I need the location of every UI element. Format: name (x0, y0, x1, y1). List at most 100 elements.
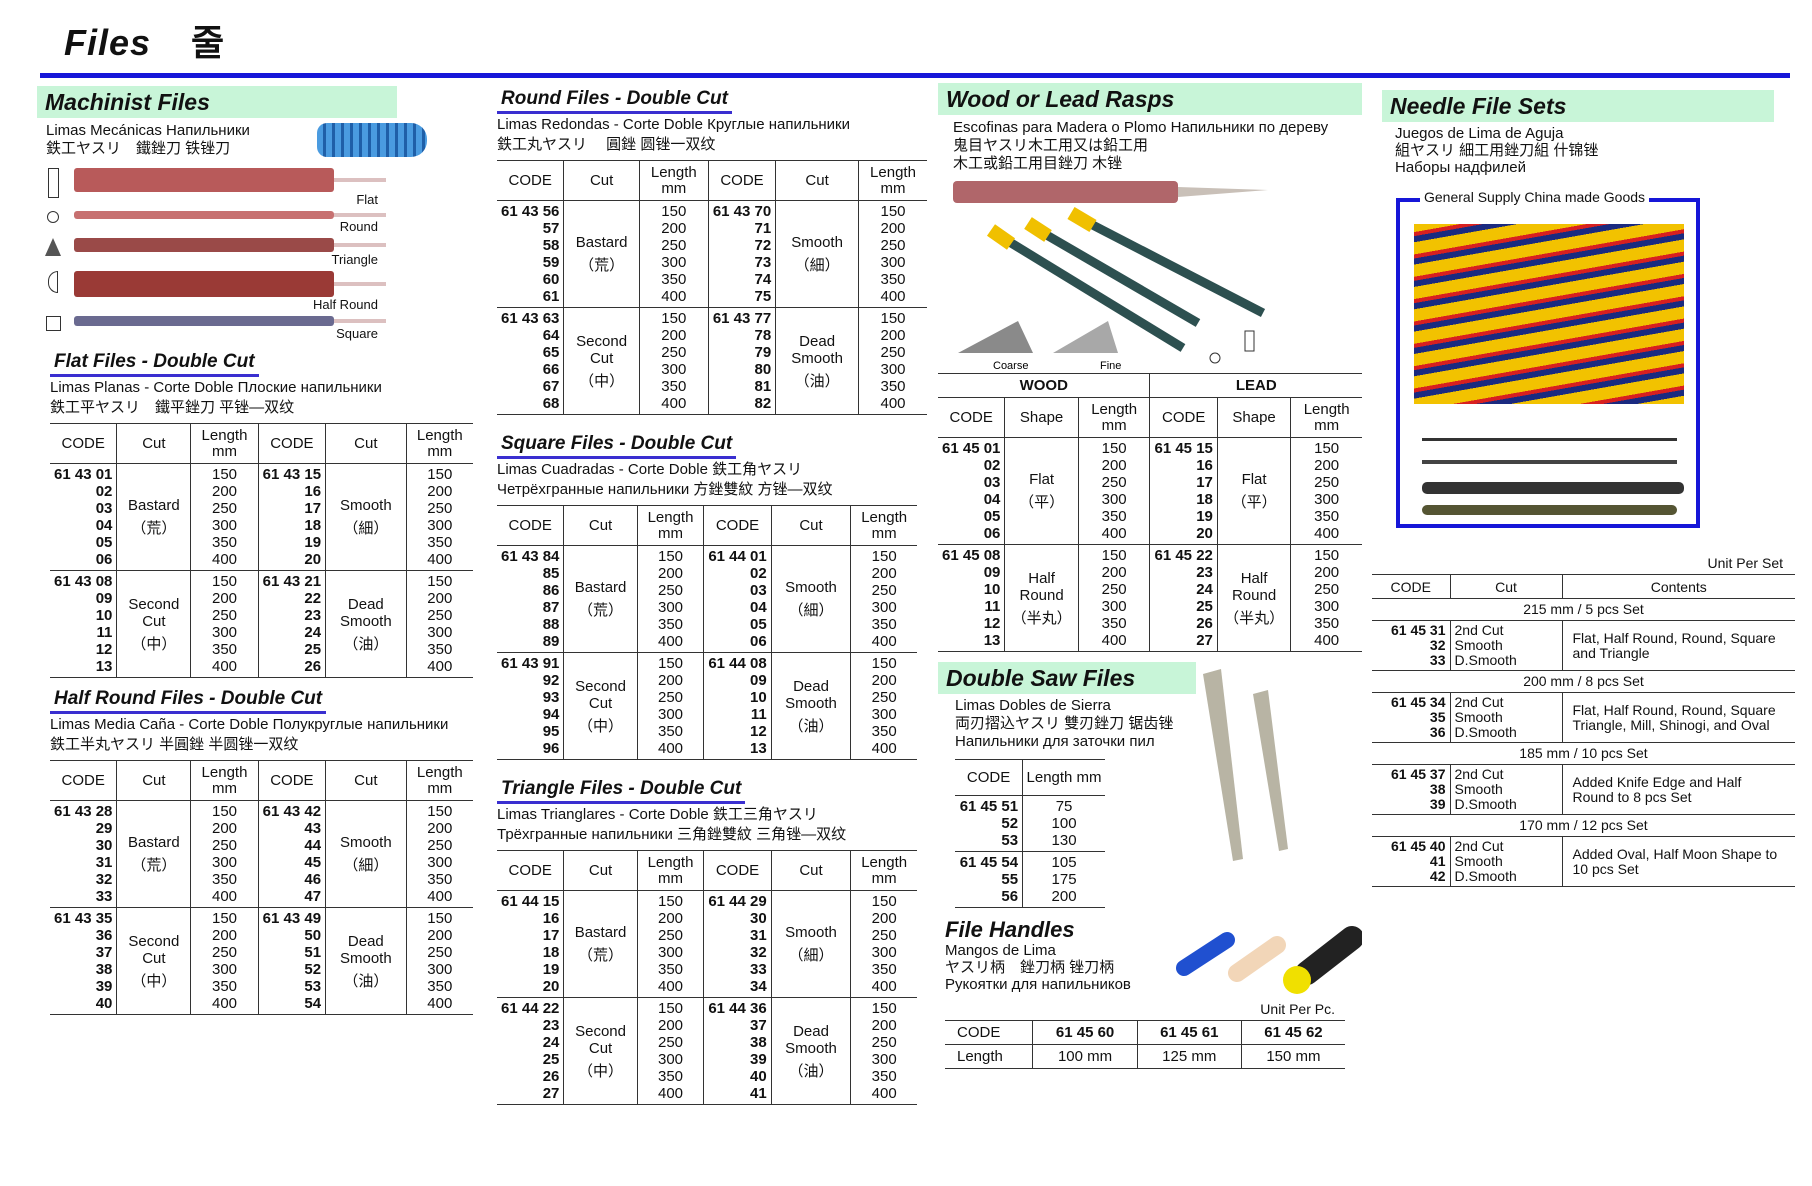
cut-cjk: （細） (788, 947, 834, 964)
column-header: CODE (497, 160, 564, 201)
cell-line: 44 (304, 837, 322, 854)
code-cell: 61 45 37 38 39 (1372, 764, 1450, 815)
cell-line: 350 (1314, 508, 1340, 525)
cell-line: 200 (661, 220, 687, 237)
cell-line: 06 (95, 551, 113, 568)
code-cell: 61 44 29 30 31 32 33 34 (703, 890, 772, 998)
cell-line: 150 (880, 203, 906, 220)
cut-label: Bastard (575, 234, 628, 251)
column-header: CODE (938, 397, 1005, 438)
column-header: Cut (1449, 574, 1562, 599)
cut-cell: Dead Smooth （油） (770, 997, 851, 1105)
cell-line: 64 (542, 327, 560, 344)
circle-icon (47, 211, 59, 223)
table-row: 61 43 63 64 65 66 67 68 Second Cut （中） 150 200 250… (497, 307, 927, 415)
cell-line: 20 (542, 978, 560, 995)
cut-cell: Smooth （細） (770, 545, 851, 653)
cell-line: 350 (880, 271, 906, 288)
cell-line: 61 43 91 (501, 655, 560, 672)
needle-caption: General Supply China made Goods (1420, 189, 1650, 205)
set-size-row: 215 mm / 5 pcs Set (1372, 598, 1795, 621)
group-header: WOOD (938, 373, 1150, 398)
cell-line: 61 43 15 (262, 466, 322, 483)
cut-cell: Half Round （半丸） (1216, 544, 1291, 652)
contents-cell: Flat, Half Round, Round, Square and Tria… (1561, 620, 1795, 671)
double-saw-files-table: CODE Length mm 61 45 51 52 53 75 100 130 61 45 5… (955, 759, 1105, 908)
fine-label: Fine (1100, 360, 1121, 372)
coarse-label: Coarse (993, 360, 1028, 372)
code-cell: 61 43 70 71 72 73 74 75 (707, 200, 776, 308)
cut-cjk: （細） (343, 520, 389, 537)
column-header: CODE (1372, 574, 1450, 599)
needle-subtitle: Juegos de Lima de Aguja 組ヤスリ 細工用銼刀組 什锦锉 На… (1395, 125, 1599, 176)
cut-cell: Half Round （半丸） (1004, 544, 1079, 652)
cell-line: 13 (95, 658, 113, 675)
cell-line: 350 (657, 961, 684, 978)
cell-line: 16 (542, 910, 560, 927)
cell-line: 65 (542, 344, 560, 361)
set-size-label: 215 mm / 5 pcs Set (1372, 598, 1795, 621)
cell-line: 300 (1101, 491, 1127, 508)
shape-label: Flat (356, 192, 378, 207)
value-cell: 61 45 61 (1136, 1020, 1242, 1045)
column-header: Length mm (636, 505, 704, 546)
table-row: 61 45 31 32 33 2nd Cut Smooth D.Smooth Flat, H… (1372, 620, 1795, 671)
code-cell: 61 45 08 09 10 11 12 13 (938, 544, 1005, 652)
cut-cell: Smooth （細） (770, 890, 851, 998)
code-cell: 61 44 15 16 17 18 19 20 (497, 890, 564, 998)
cell-line: 26 (542, 1068, 560, 1085)
length-cell: 150 200 250 300 350 400 (405, 800, 473, 908)
cut-label: Half Round (1231, 569, 1277, 604)
cell-line: 150 (1314, 440, 1340, 457)
cell-line: 300 (661, 254, 687, 271)
cell-line: 12 (983, 615, 1001, 632)
cell-line: Smooth (1454, 853, 1503, 869)
cell-line: 11 (750, 706, 767, 723)
cell-line: 04 (983, 491, 1001, 508)
file-tang (334, 282, 386, 286)
cut-label: Smooth (785, 579, 837, 596)
cell-line: 350 (657, 723, 684, 740)
cut-cell: Flat （平） (1216, 437, 1291, 545)
rasp-file (953, 181, 1178, 203)
cut-cjk: （荒） (131, 857, 177, 874)
code-cell: 61 45 15 16 17 18 19 20 (1149, 437, 1218, 545)
flat-files-table: CODE Cut Length mm CODE Cut Length mm 61 43 01… (50, 423, 473, 678)
cell-line: 73 (754, 254, 772, 271)
code-cell: 61 43 28 29 30 31 32 33 (50, 800, 117, 908)
triangle-files-table: CODE Cut Length mm CODE Cut Length mm 61 44 15… (497, 850, 917, 1105)
length-cell: 150 200 250 300 350 400 (850, 890, 917, 998)
code-cell: 61 45 34 35 36 (1372, 692, 1450, 743)
code-cell: 61 45 22 23 24 25 26 27 (1149, 544, 1218, 652)
file-blade (74, 238, 334, 252)
cell-line: 61 45 34 (1391, 694, 1446, 710)
cell-line: 85 (542, 565, 560, 582)
cell-line: 200 (880, 327, 906, 344)
cut-cjk: （油） (788, 1062, 834, 1080)
cell-line: 150 (657, 893, 684, 910)
cell-line: 300 (211, 624, 238, 641)
header-row: CODE Cut Length mm CODE Cut Length mm (50, 423, 473, 464)
file-shape-body: Triangle (74, 238, 386, 267)
fine-sample (1053, 321, 1118, 353)
cell-line: 400 (871, 978, 897, 995)
set-size-label: 200 mm / 8 pcs Set (1372, 670, 1795, 693)
cell-line: 33 (95, 888, 113, 905)
column-header: Length mm (190, 423, 259, 464)
cut-cjk: （荒） (578, 602, 624, 619)
cell-line: 75 (754, 288, 772, 305)
table-row: 61 44 15 16 17 18 19 20 Bastard （荒） 150 200 250 300… (497, 890, 917, 998)
cell-line: 22 (304, 590, 322, 607)
column-header: Cut (563, 505, 638, 546)
cell-line: 78 (754, 327, 772, 344)
cell-line: 400 (1101, 525, 1127, 542)
header-row: CODE Cut Contents (1372, 574, 1795, 599)
rasp-tang (1178, 187, 1268, 197)
rectangle-icon (47, 168, 59, 198)
needle-file-sets-table: CODE Cut Contents 215 mm / 5 pcs Set 61 45 3… (1372, 574, 1795, 887)
length-cell: 150 200 250 300 350 400 (1077, 544, 1150, 652)
cell-line: 150 (871, 893, 897, 910)
label-cell: Length (945, 1044, 1033, 1069)
cell-line: 61 44 22 (501, 1000, 560, 1017)
cell-line: 52 (1001, 815, 1019, 832)
